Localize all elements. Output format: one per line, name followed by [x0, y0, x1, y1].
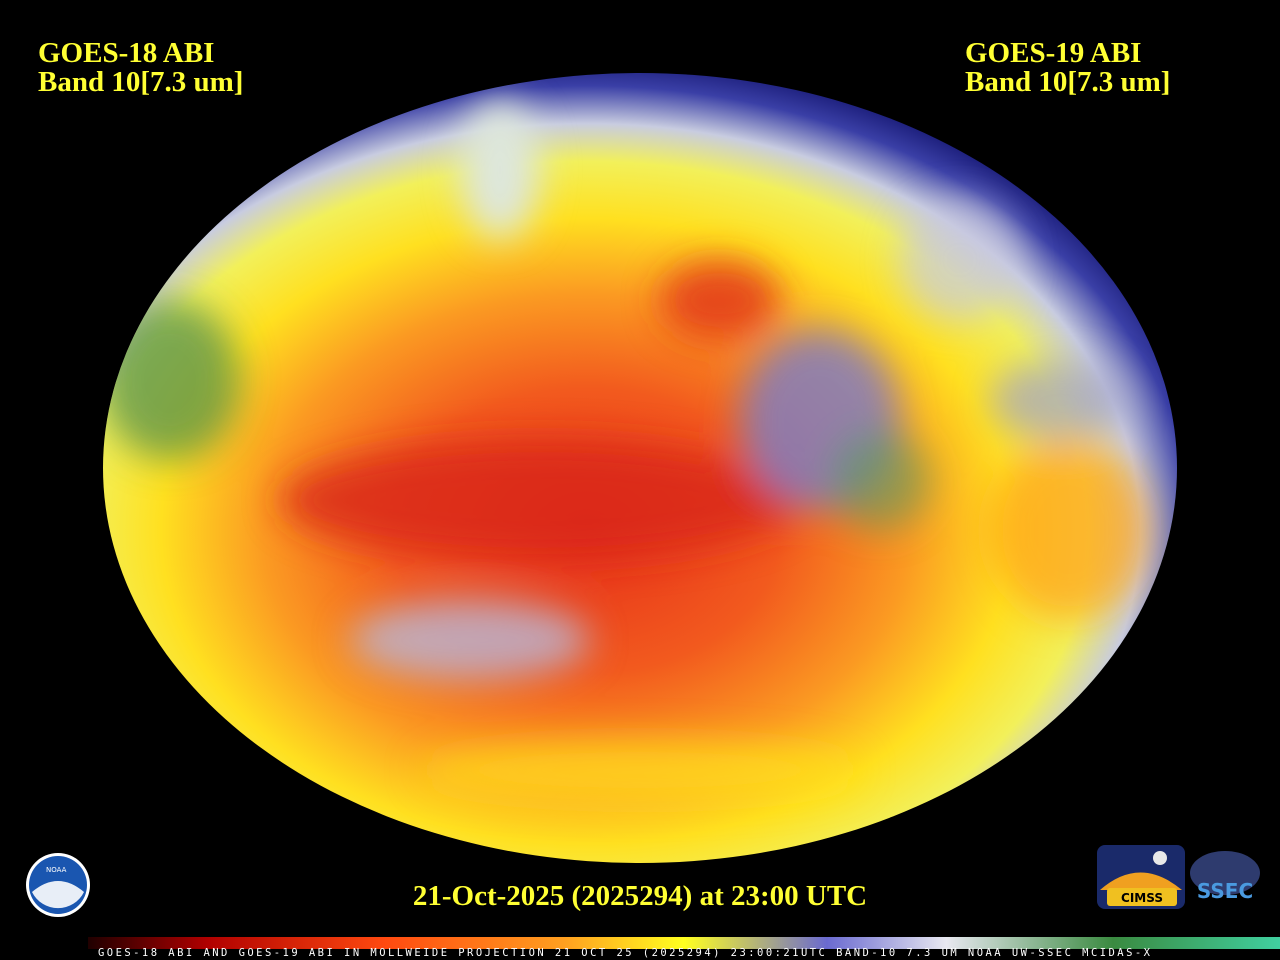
- ssec-text: SSEC: [1197, 879, 1253, 903]
- right-band: Band 10[7.3 um]: [965, 66, 1170, 98]
- right-satellite: GOES-19 ABI: [965, 37, 1141, 69]
- timestamp: 21-Oct-2025 (2025294) at 23:00 UTC: [413, 880, 867, 912]
- cimss-logo: CIMSS: [1097, 845, 1185, 909]
- left-satellite: GOES-18 ABI: [38, 37, 214, 69]
- ssec-logo: SSEC: [1190, 851, 1260, 903]
- noaa-logo: NOAA: [26, 853, 90, 917]
- cimss-text: CIMSS: [1121, 891, 1163, 905]
- noaa-text: NOAA: [46, 866, 67, 874]
- left-band: Band 10[7.3 um]: [38, 66, 243, 98]
- cloud-features: [103, 100, 1150, 800]
- color-bar: [88, 937, 1280, 949]
